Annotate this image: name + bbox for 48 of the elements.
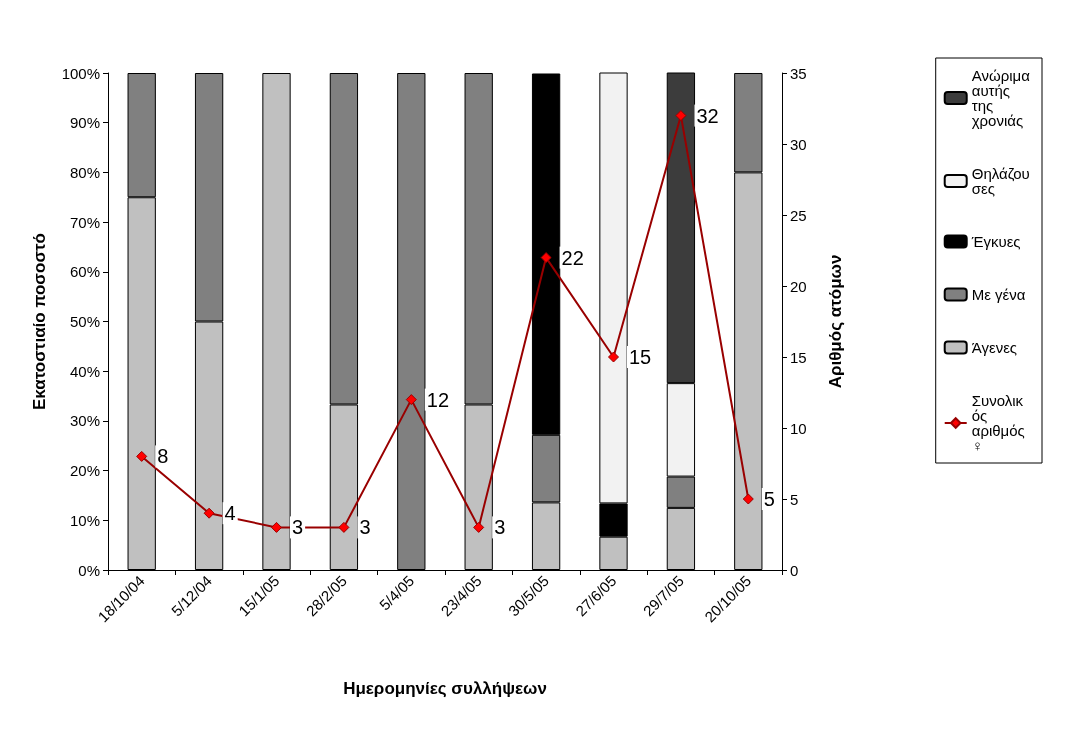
data-label: 22 bbox=[561, 246, 584, 269]
y-tick-label: 10% bbox=[69, 511, 100, 529]
point bbox=[742, 493, 754, 505]
y2-tick-label: 5 bbox=[790, 490, 799, 508]
y2-tick-label: 0 bbox=[790, 561, 799, 579]
y2-tick-label: 30 bbox=[790, 135, 807, 153]
legend-label: Ανώριμα αυτής της χρονιάς bbox=[971, 67, 1034, 129]
data-label: 32 bbox=[696, 104, 719, 127]
y-tick-label: 50% bbox=[69, 313, 100, 330]
y-tick-label: 100% bbox=[61, 64, 100, 82]
y-tick-label: 20% bbox=[69, 462, 100, 480]
y-tick-label: 80% bbox=[69, 163, 100, 181]
data-label: 12 bbox=[426, 388, 450, 411]
point bbox=[540, 252, 552, 264]
legend-label: Έγκυες bbox=[970, 233, 1021, 250]
legend-label: Με γένα bbox=[971, 286, 1026, 303]
point bbox=[136, 450, 148, 462]
point bbox=[405, 394, 417, 406]
data-label: 3 bbox=[292, 516, 304, 539]
y2-tick-label: 10 bbox=[790, 419, 807, 437]
y2-tick-label: 15 bbox=[790, 348, 807, 366]
y-tick-label: 0% bbox=[78, 561, 100, 579]
y-tick-label: 30% bbox=[69, 412, 100, 430]
data-label: 8 bbox=[157, 445, 169, 468]
data-label: 3 bbox=[359, 516, 371, 539]
y2-tick-label: 35 bbox=[790, 64, 807, 82]
y2-axis-title: Αριθμός ατόμων bbox=[826, 254, 845, 389]
data-label: 15 bbox=[629, 346, 652, 368]
data-label: 4 bbox=[224, 502, 236, 525]
point bbox=[473, 521, 485, 533]
point bbox=[338, 521, 350, 533]
legend-label: Συνολικός αριθμός ♀ bbox=[971, 392, 1029, 454]
point bbox=[608, 351, 619, 363]
y-axis-title: Εκατοστιαίο ποσοστό bbox=[30, 233, 49, 410]
point bbox=[271, 521, 282, 533]
point bbox=[675, 110, 687, 122]
y-tick-label: 70% bbox=[69, 213, 100, 231]
data-label: 5 bbox=[763, 488, 775, 510]
y-tick-label: 90% bbox=[69, 114, 100, 132]
x-axis-title: Ημερομηνίες συλλήψεων bbox=[343, 679, 547, 698]
y2-tick-label: 25 bbox=[790, 206, 807, 224]
data-label: 3 bbox=[494, 516, 506, 539]
y2-tick-label: 20 bbox=[790, 277, 807, 295]
y-tick-label: 60% bbox=[69, 263, 100, 281]
point bbox=[203, 507, 215, 519]
legend-label: Θηλάζουσες bbox=[971, 165, 1030, 197]
y-tick-label: 40% bbox=[69, 362, 100, 380]
legend-label: Άγενες bbox=[971, 339, 1018, 356]
